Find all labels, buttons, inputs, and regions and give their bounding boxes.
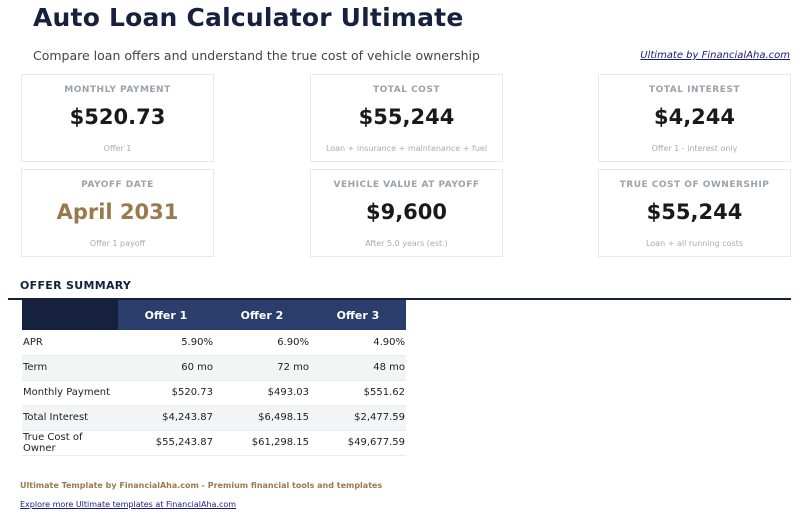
table-row: Monthly Payment $520.73 $493.03 $551.62 bbox=[22, 380, 406, 406]
section-title-offer-summary: OFFER SUMMARY bbox=[20, 279, 132, 292]
page-title: Auto Loan Calculator Ultimate bbox=[33, 3, 464, 32]
cell-value: $6,498.15 bbox=[214, 405, 310, 431]
card-value: $9,600 bbox=[365, 200, 448, 224]
card-value: $55,244 bbox=[646, 200, 743, 224]
offer-summary-table: Offer 1 Offer 2 Offer 3 APR 5.90% 6.90% … bbox=[22, 300, 406, 456]
card-label: MONTHLY PAYMENT bbox=[64, 85, 171, 95]
table-row: Term 60 mo 72 mo 48 mo bbox=[22, 355, 406, 381]
footer-credit: Ultimate Template by FinancialAha.com - … bbox=[20, 481, 383, 490]
page-subtitle: Compare loan offers and understand the t… bbox=[33, 48, 480, 63]
section-divider bbox=[8, 298, 791, 300]
table-header-corner bbox=[22, 300, 118, 330]
cell-value: 72 mo bbox=[214, 355, 310, 381]
table-header-offer-2: Offer 2 bbox=[214, 300, 310, 330]
card-value: April 2031 bbox=[56, 200, 179, 224]
card-note: Offer 1 - interest only bbox=[651, 144, 738, 153]
card-payoff-date: PAYOFF DATE April 2031 Offer 1 payoff bbox=[21, 169, 214, 257]
cell-value: $61,298.15 bbox=[214, 430, 310, 456]
card-note: Offer 1 bbox=[103, 144, 132, 153]
card-label: TRUE COST OF OWNERSHIP bbox=[619, 180, 770, 190]
table-row: APR 5.90% 6.90% 4.90% bbox=[22, 330, 406, 356]
cell-value: $55,243.87 bbox=[118, 430, 214, 456]
card-value: $520.73 bbox=[69, 105, 166, 129]
cell-value: 5.90% bbox=[118, 330, 214, 356]
card-label: TOTAL COST bbox=[373, 85, 440, 95]
card-label: VEHICLE VALUE AT PAYOFF bbox=[333, 180, 480, 190]
cell-value: $551.62 bbox=[310, 380, 406, 406]
card-monthly-payment: MONTHLY PAYMENT $520.73 Offer 1 bbox=[21, 74, 214, 162]
card-vehicle-value: VEHICLE VALUE AT PAYOFF $9,600 After 5.0… bbox=[310, 169, 503, 257]
cell-value: $49,677.59 bbox=[310, 430, 406, 456]
row-label: True Cost of Owner bbox=[22, 430, 118, 456]
footer-explore-link[interactable]: Explore more Ultimate templates at Finan… bbox=[20, 500, 237, 509]
table-row: Total Interest $4,243.87 $6,498.15 $2,47… bbox=[22, 405, 406, 431]
card-true-cost: TRUE COST OF OWNERSHIP $55,244 Loan + al… bbox=[598, 169, 791, 257]
card-note: After 5.0 years (est.) bbox=[365, 239, 448, 248]
cell-value: 4.90% bbox=[310, 330, 406, 356]
card-total-interest: TOTAL INTEREST $4,244 Offer 1 - interest… bbox=[598, 74, 791, 162]
table-row: True Cost of Owner $55,243.87 $61,298.15… bbox=[22, 430, 406, 456]
row-label: Total Interest bbox=[22, 405, 118, 431]
cell-value: $4,243.87 bbox=[118, 405, 214, 431]
card-total-cost: TOTAL COST $55,244 Loan + insurance + ma… bbox=[310, 74, 503, 162]
cell-value: 60 mo bbox=[118, 355, 214, 381]
cell-value: $2,477.59 bbox=[310, 405, 406, 431]
card-value: $4,244 bbox=[653, 105, 736, 129]
brand-link[interactable]: Ultimate by FinancialAha.com bbox=[640, 50, 790, 61]
row-label: APR bbox=[22, 330, 118, 356]
cell-value: 6.90% bbox=[214, 330, 310, 356]
card-note: Offer 1 payoff bbox=[89, 239, 146, 248]
cell-value: $493.03 bbox=[214, 380, 310, 406]
row-label: Monthly Payment bbox=[22, 380, 118, 406]
card-label: TOTAL INTEREST bbox=[649, 85, 740, 95]
table-header-row: Offer 1 Offer 2 Offer 3 bbox=[22, 300, 406, 330]
table-header-offer-1: Offer 1 bbox=[118, 300, 214, 330]
cell-value: $520.73 bbox=[118, 380, 214, 406]
card-label: PAYOFF DATE bbox=[81, 180, 154, 190]
card-note: Loan + insurance + maintenance + fuel bbox=[325, 144, 488, 153]
card-note: Loan + all running costs bbox=[645, 239, 744, 248]
card-value: $55,244 bbox=[358, 105, 455, 129]
table-header-offer-3: Offer 3 bbox=[310, 300, 406, 330]
row-label: Term bbox=[22, 355, 118, 381]
cell-value: 48 mo bbox=[310, 355, 406, 381]
